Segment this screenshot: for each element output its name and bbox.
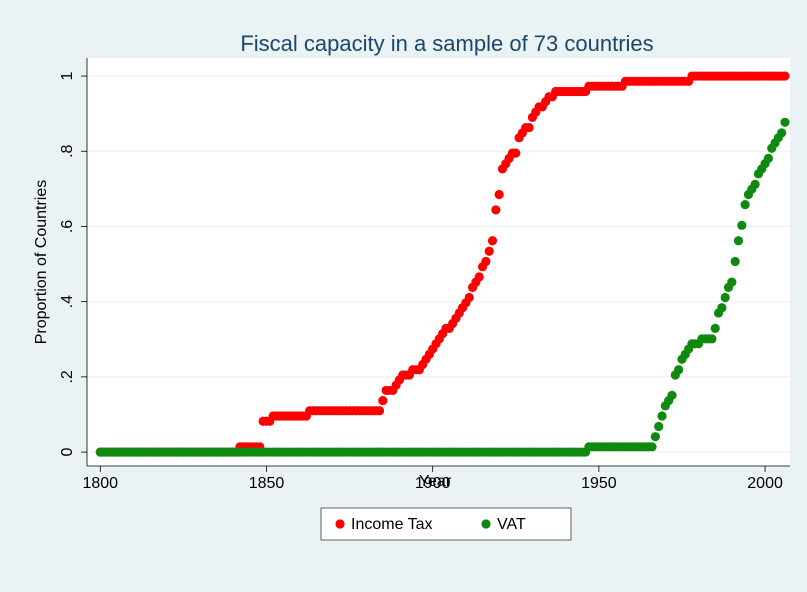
point [730,256,740,267]
point [733,236,744,246]
point [494,189,504,200]
point [750,179,760,189]
legend-label: VAT [497,516,526,533]
plot-area [87,58,790,466]
point [737,220,747,230]
x-tick-label: 2000 [747,475,783,492]
point [481,256,491,267]
point [511,148,521,158]
legend-label: Income Tax [351,516,433,533]
point [720,292,730,303]
x-tick-label: 1800 [82,475,118,492]
point [707,334,717,344]
y-tick-label: 0 [59,448,76,457]
chart-title: Fiscal capacity in a sample of 73 countr… [240,31,653,56]
point [491,205,501,215]
point [374,406,385,416]
point [674,365,684,375]
x-tick-label: 1950 [581,475,617,492]
point [667,390,677,400]
point [378,395,388,406]
point [727,277,737,287]
x-tick-label: 1900 [415,475,451,492]
y-tick-label: .6 [59,220,76,233]
point [777,128,787,138]
point [484,246,494,256]
legend-marker [481,519,491,529]
legend-marker [335,519,345,529]
point [717,303,727,313]
point [474,272,484,282]
y-tick-label: 1 [59,72,76,81]
y-axis-label: Proportion of Countries [33,180,50,345]
y-tick-label: .8 [59,144,76,157]
point [524,122,534,133]
point [654,421,664,432]
point [763,153,773,164]
point [780,71,790,81]
x-axis-label: Year [419,473,452,490]
legend-box [320,507,572,541]
y-tick-label: .4 [59,295,76,308]
point [710,323,720,333]
point [650,432,660,442]
point [647,442,657,452]
x-tick-label: 1850 [249,475,285,492]
point [487,236,498,246]
point [464,292,474,303]
point [780,117,790,127]
point [657,411,667,421]
y-tick-label: .2 [59,370,76,383]
point [740,200,750,210]
